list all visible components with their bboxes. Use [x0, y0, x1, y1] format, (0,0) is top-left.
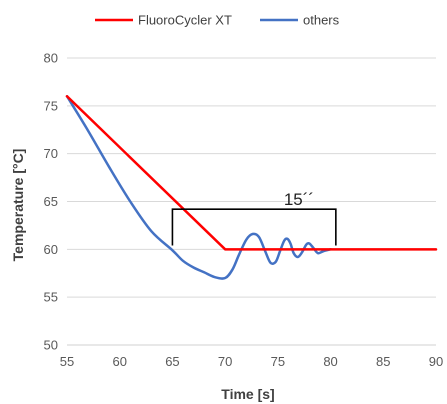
x-tick-label: 75: [271, 354, 285, 369]
x-axis-title: Time [s]: [221, 386, 274, 402]
x-tick-label: 55: [60, 354, 74, 369]
x-tick-label: 65: [165, 354, 179, 369]
x-tick-label: 70: [218, 354, 232, 369]
x-tick-label: 85: [376, 354, 390, 369]
y-tick-label: 65: [44, 194, 58, 209]
series-line-fluorocycler-xt: [65, 95, 438, 251]
duration-annotation-label: 15´´: [284, 190, 314, 209]
annotation-layer: 15´´: [171, 190, 337, 246]
x-tick-label: 90: [429, 354, 443, 369]
y-axis-title: Temperature [°C]: [10, 149, 26, 262]
series-line-others: [65, 95, 332, 280]
y-tick-label: 55: [44, 290, 58, 305]
y-tick-label: 80: [44, 51, 58, 66]
duration-bracket: [171, 208, 337, 246]
x-axis-ticks: 55 60 65 70 75 80 85 90: [60, 354, 443, 369]
x-tick-label: 60: [112, 354, 126, 369]
y-tick-label: 70: [44, 146, 58, 161]
y-tick-label: 50: [44, 338, 58, 353]
y-tick-label: 60: [44, 242, 58, 257]
x-tick-label: 80: [323, 354, 337, 369]
legend-item-fluorocycler-xt-label: FluoroCycler XT: [138, 13, 232, 28]
series-layer: [65, 95, 438, 280]
legend-item-others-label: others: [303, 13, 340, 28]
legend: FluoroCycler XT others: [95, 13, 340, 28]
gridlines: [67, 57, 436, 298]
y-axis-ticks: 50 55 60 65 70 75 80: [44, 51, 58, 353]
y-tick-label: 75: [44, 98, 58, 113]
